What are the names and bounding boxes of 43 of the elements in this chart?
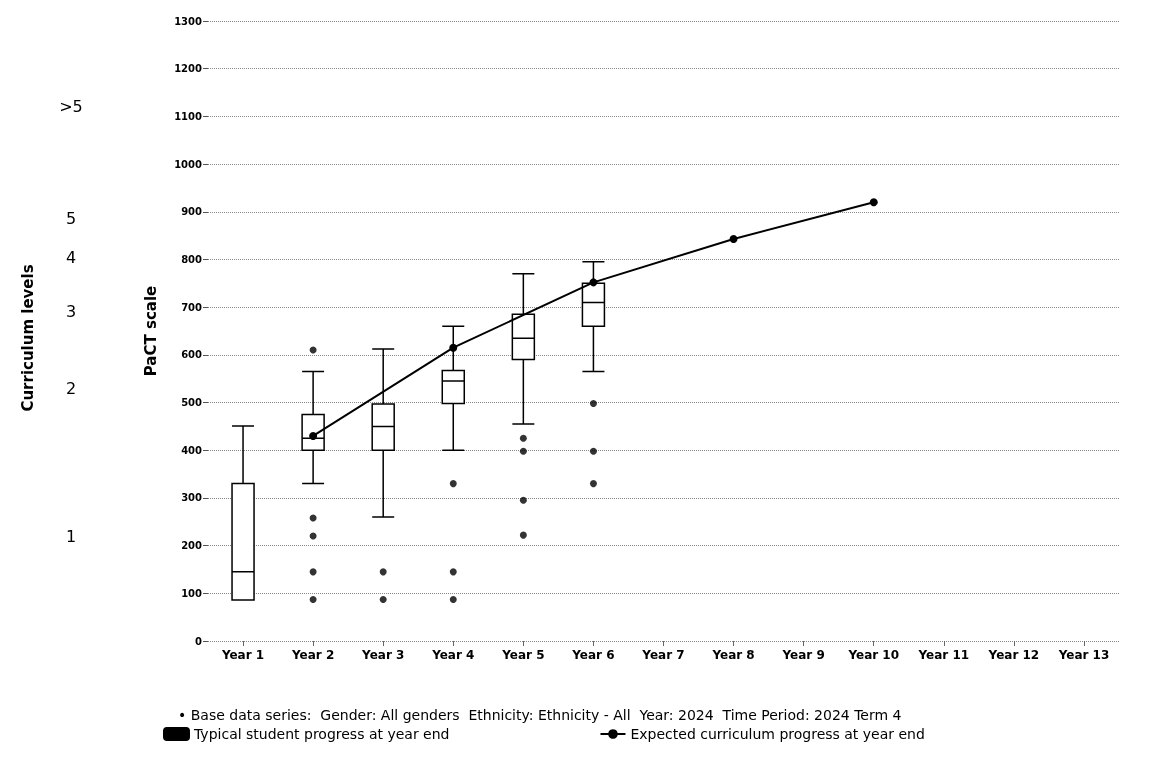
x-tick-label: Year 12 bbox=[987, 648, 1040, 662]
x-tick-label: Year 1 bbox=[220, 648, 265, 662]
y-tick-label: 100 bbox=[181, 587, 203, 599]
legend-label: Typical student progress at year end bbox=[193, 726, 450, 742]
y-tick-label: 500 bbox=[181, 397, 203, 409]
x-tick-label: Year 11 bbox=[917, 648, 970, 662]
point bbox=[449, 343, 458, 352]
point bbox=[589, 278, 598, 287]
x-tick-label: Year 4 bbox=[431, 648, 475, 662]
x-tick-label: Year 13 bbox=[1057, 648, 1110, 662]
point bbox=[869, 198, 878, 207]
y-axis-title: PaCT scale bbox=[141, 285, 160, 377]
x-tick-label: Year 10 bbox=[847, 648, 900, 662]
text: • Base data series: Gender: All genders Ethnicity: Ethnicity - All Year: 2024 Time Period: 2024 Term 4 bbox=[178, 707, 902, 723]
y-tick-label: 1300 bbox=[174, 15, 203, 27]
y-tick-label: 1200 bbox=[174, 63, 203, 75]
text: 3 bbox=[65, 301, 77, 321]
y-tick-label: 600 bbox=[181, 349, 203, 361]
x-tick-label: Year 6 bbox=[571, 648, 615, 662]
y-tick-label: 700 bbox=[181, 301, 203, 313]
y-tick-label: 300 bbox=[181, 492, 203, 504]
x-tick-label: Year 2 bbox=[290, 648, 335, 662]
point bbox=[729, 234, 738, 243]
y-tick-label: 200 bbox=[181, 540, 203, 552]
text: 4 bbox=[65, 247, 77, 267]
text: >5 bbox=[59, 96, 83, 116]
text: Curriculum levels bbox=[19, 264, 37, 412]
x-tick-label: Year 5 bbox=[501, 648, 545, 662]
y-tick-label: 1000 bbox=[174, 158, 203, 170]
x-tick-label: Year 8 bbox=[711, 648, 755, 662]
point bbox=[309, 431, 318, 440]
y-tick-label: 400 bbox=[181, 444, 203, 456]
text: 2 bbox=[65, 378, 77, 398]
y-tick-label: 800 bbox=[181, 253, 203, 265]
x-tick-label: Year 7 bbox=[641, 648, 685, 662]
y-tick-label: 900 bbox=[181, 206, 203, 218]
text: 5 bbox=[65, 208, 77, 228]
x-tick-label: Year 3 bbox=[361, 648, 405, 662]
x-tick-label: Year 9 bbox=[781, 648, 825, 662]
y-tick-label: 1100 bbox=[174, 110, 203, 122]
legend-label: Expected curriculum progress at year end bbox=[630, 726, 925, 742]
text: 1 bbox=[65, 526, 77, 546]
y-tick-label: 0 bbox=[195, 635, 203, 647]
